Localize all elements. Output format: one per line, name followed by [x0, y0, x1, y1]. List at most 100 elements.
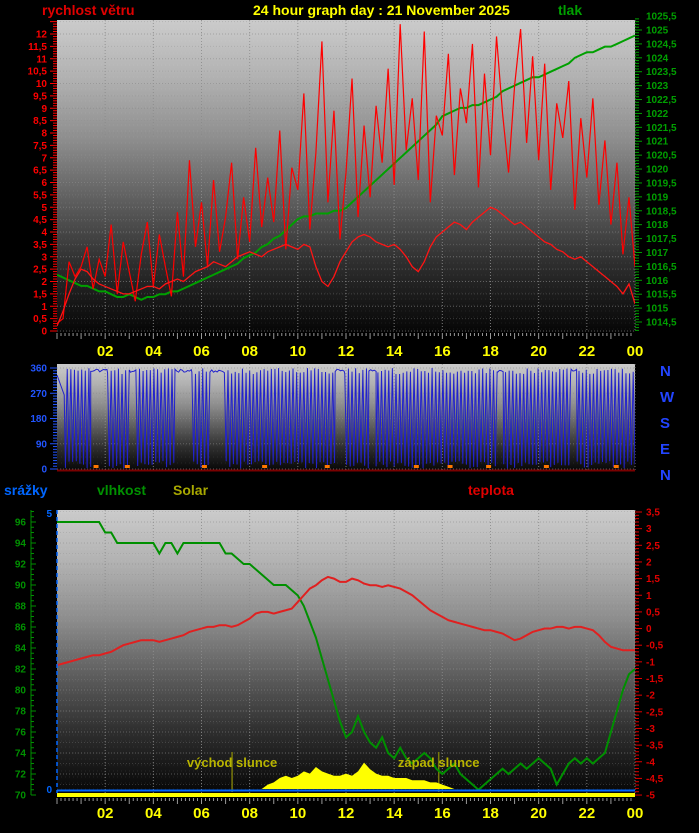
svg-text:16: 16 — [434, 343, 451, 360]
svg-text:00: 00 — [627, 343, 644, 360]
svg-text:3: 3 — [41, 252, 47, 263]
svg-text:02: 02 — [97, 343, 114, 360]
svg-text:72: 72 — [15, 770, 27, 781]
svg-text:S: S — [660, 415, 670, 432]
svg-text:7: 7 — [41, 153, 47, 164]
svg-text:06: 06 — [193, 343, 210, 360]
svg-text:82: 82 — [15, 665, 27, 676]
svg-text:-2,5: -2,5 — [646, 707, 664, 718]
svg-text:0,5: 0,5 — [33, 314, 47, 325]
svg-text:4: 4 — [41, 228, 47, 239]
svg-text:2,5: 2,5 — [33, 265, 47, 276]
svg-text:-1,5: -1,5 — [646, 674, 664, 685]
svg-text:3,5: 3,5 — [646, 508, 660, 519]
svg-text:1018: 1018 — [646, 220, 669, 231]
svg-text:7,5: 7,5 — [33, 141, 47, 152]
svg-text:9: 9 — [41, 104, 47, 115]
svg-text:-3,5: -3,5 — [646, 741, 664, 752]
svg-text:14: 14 — [386, 805, 403, 822]
svg-text:1016: 1016 — [646, 276, 669, 287]
svg-text:1,5: 1,5 — [646, 574, 660, 585]
svg-text:18: 18 — [482, 805, 499, 822]
svg-text:W: W — [660, 389, 675, 406]
svg-text:1019: 1019 — [646, 192, 669, 203]
svg-text:08: 08 — [241, 805, 258, 822]
svg-text:1024,5: 1024,5 — [646, 39, 677, 50]
svg-text:2: 2 — [41, 277, 47, 288]
svg-text:70: 70 — [15, 791, 27, 802]
svg-text:1: 1 — [646, 591, 652, 602]
svg-text:12: 12 — [338, 343, 355, 360]
svg-text:0: 0 — [41, 327, 47, 338]
svg-text:1019,5: 1019,5 — [646, 178, 677, 189]
svg-text:-3: -3 — [646, 724, 655, 735]
svg-text:1023,5: 1023,5 — [646, 67, 677, 78]
svg-text:20: 20 — [530, 805, 547, 822]
svg-text:5: 5 — [41, 203, 47, 214]
svg-text:E: E — [660, 441, 670, 458]
svg-text:86: 86 — [15, 623, 27, 634]
svg-text:0: 0 — [46, 785, 52, 796]
sunset-label: západ slunce — [397, 755, 480, 770]
svg-text:8,5: 8,5 — [33, 116, 47, 127]
svg-text:90: 90 — [15, 581, 27, 592]
svg-text:1022,5: 1022,5 — [646, 95, 677, 106]
svg-text:12: 12 — [338, 805, 355, 822]
svg-text:2,5: 2,5 — [646, 541, 660, 552]
svg-text:N: N — [660, 467, 671, 484]
svg-text:3: 3 — [646, 524, 652, 535]
svg-text:76: 76 — [15, 728, 27, 739]
svg-text:14: 14 — [386, 343, 403, 360]
svg-text:22: 22 — [578, 343, 595, 360]
svg-text:02: 02 — [97, 805, 114, 822]
svg-text:10: 10 — [289, 805, 306, 822]
rain-legend: srážky — [4, 482, 48, 498]
svg-text:10: 10 — [36, 79, 48, 90]
svg-text:10,5: 10,5 — [28, 67, 48, 78]
svg-text:-0,5: -0,5 — [646, 641, 664, 652]
svg-text:11: 11 — [36, 54, 47, 65]
svg-text:96: 96 — [15, 518, 27, 529]
svg-text:1022: 1022 — [646, 109, 669, 120]
svg-text:5: 5 — [46, 509, 52, 520]
svg-text:180: 180 — [30, 414, 47, 425]
svg-text:2: 2 — [646, 557, 652, 568]
pressure-legend: tlak — [558, 2, 583, 18]
svg-text:270: 270 — [30, 389, 47, 400]
svg-text:08: 08 — [241, 343, 258, 360]
svg-text:1025: 1025 — [646, 26, 669, 37]
svg-text:1014,5: 1014,5 — [646, 318, 677, 329]
svg-text:0: 0 — [41, 465, 47, 476]
svg-text:1024: 1024 — [646, 53, 669, 64]
svg-text:12: 12 — [36, 30, 48, 41]
svg-text:18: 18 — [482, 343, 499, 360]
svg-text:0,5: 0,5 — [646, 607, 660, 618]
svg-text:5,5: 5,5 — [33, 190, 47, 201]
svg-text:1023: 1023 — [646, 81, 669, 92]
svg-text:84: 84 — [15, 644, 27, 655]
svg-text:22: 22 — [578, 805, 595, 822]
page-title: 24 hour graph day : 21 November 2025 — [253, 2, 510, 18]
svg-text:6: 6 — [41, 178, 47, 189]
svg-text:9,5: 9,5 — [33, 91, 47, 102]
svg-text:6,5: 6,5 — [33, 166, 47, 177]
svg-text:N: N — [660, 363, 671, 380]
svg-text:04: 04 — [145, 343, 162, 360]
svg-text:1,5: 1,5 — [33, 289, 47, 300]
svg-text:11,5: 11,5 — [28, 42, 47, 53]
svg-text:04: 04 — [145, 805, 162, 822]
svg-text:1020,5: 1020,5 — [646, 151, 677, 162]
humidity-legend: vlhkost — [97, 482, 147, 498]
svg-text:16: 16 — [434, 805, 451, 822]
svg-text:4,5: 4,5 — [33, 215, 47, 226]
svg-text:1020: 1020 — [646, 165, 669, 176]
svg-text:1015: 1015 — [646, 304, 669, 315]
svg-text:92: 92 — [15, 560, 27, 571]
svg-text:360: 360 — [30, 364, 47, 375]
svg-text:74: 74 — [15, 749, 27, 760]
svg-text:-4,5: -4,5 — [646, 774, 664, 785]
solar-legend: Solar — [173, 482, 209, 498]
svg-text:80: 80 — [15, 686, 27, 697]
